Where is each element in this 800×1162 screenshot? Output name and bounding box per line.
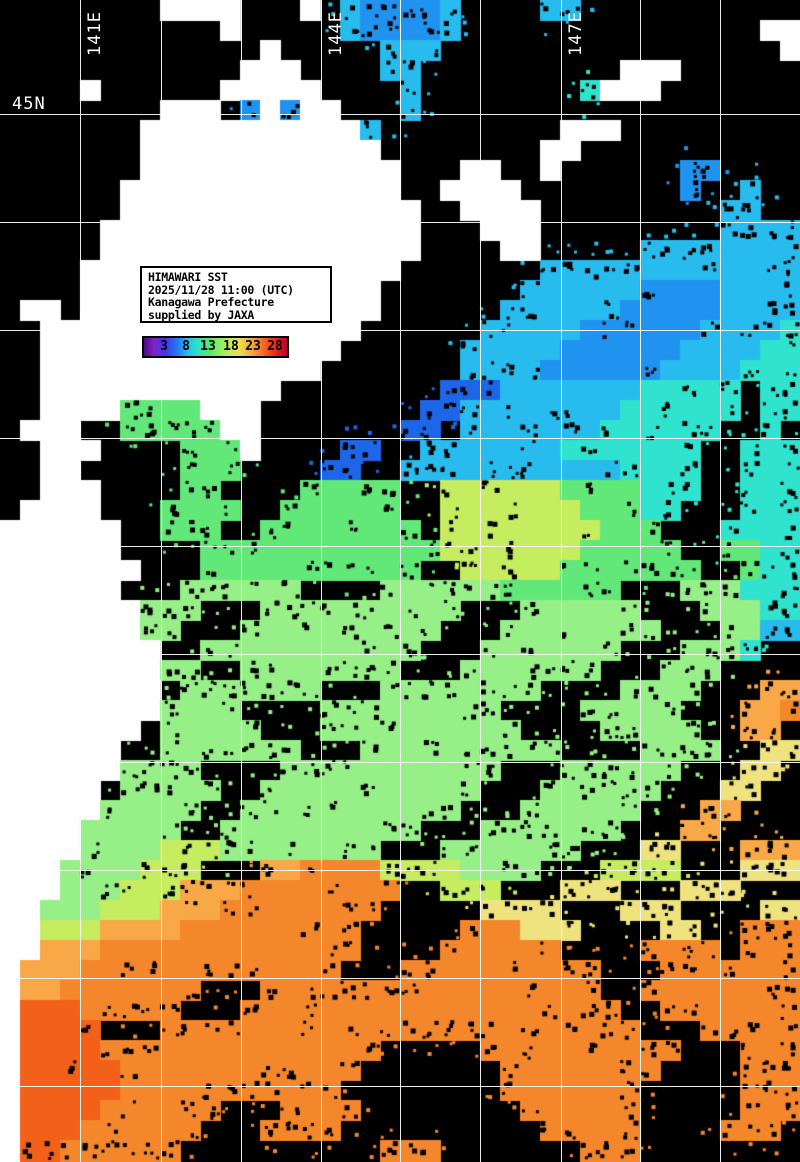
parallel-line: [0, 330, 800, 331]
parallel-line: [0, 114, 800, 115]
parallel-line: [0, 870, 800, 871]
colorbar-tick: 18: [223, 338, 239, 354]
meridian-line: [80, 0, 81, 1162]
provider: Kanagawa Prefecture: [148, 295, 274, 309]
longitude-label-141e: 141E: [85, 11, 105, 56]
parallel-line: [0, 546, 800, 547]
meridian-line: [321, 0, 322, 1162]
parallel-line: [0, 1086, 800, 1087]
meridian-line: [480, 0, 481, 1162]
parallel-line: [0, 762, 800, 763]
meridian-line: [400, 0, 401, 1162]
parallel-line: [0, 654, 800, 655]
longitude-label-144e: 144E: [326, 11, 346, 56]
timestamp: 2025/11/28 11:00 (UTC): [148, 282, 294, 297]
colorbar-tick: 3: [160, 338, 168, 354]
title-box: HIMAWARI SST 2025/11/28 11:00 (UTC) Kana…: [140, 266, 332, 323]
meridian-line: [720, 0, 721, 1162]
parallel-line: [0, 978, 800, 979]
colorbar-tick: 8: [182, 338, 190, 354]
temperature-colorbar: 3 8 13 18 23 28: [142, 336, 289, 358]
meridian-line: [241, 0, 242, 1162]
meridian-line: [161, 0, 162, 1162]
colorbar-tick: 13: [200, 338, 216, 354]
latitude-label-45n: 45N: [12, 94, 46, 114]
meridian-line: [561, 0, 562, 1162]
meridian-line: [640, 0, 641, 1162]
parallel-line: [0, 222, 800, 223]
colorbar-tick: 23: [245, 338, 261, 354]
data-source: supplied by JAXA: [148, 307, 254, 322]
longitude-label-147e: 147E: [566, 11, 586, 56]
parallel-line: [0, 438, 800, 439]
product-title: HIMAWARI SST: [148, 270, 228, 284]
colorbar-tick: 28: [267, 338, 283, 354]
